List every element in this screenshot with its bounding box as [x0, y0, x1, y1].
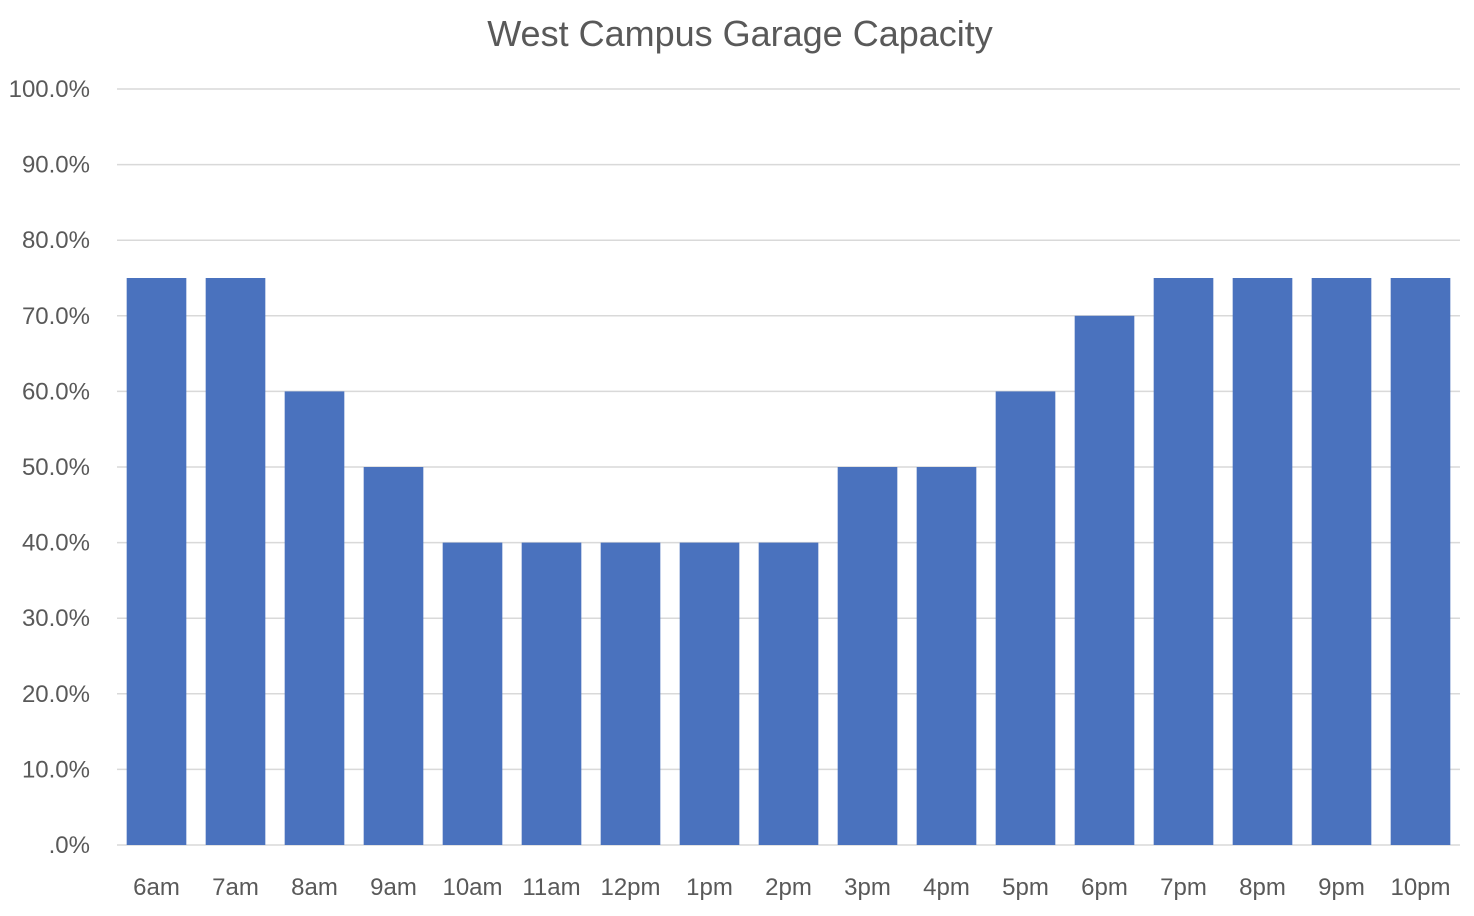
y-tick-label: 60.0%	[22, 378, 90, 405]
bars	[126, 278, 1451, 845]
x-tick-label: 3pm	[844, 874, 891, 901]
y-tick-label: 70.0%	[22, 303, 90, 330]
x-tick-label: 12pm	[600, 874, 660, 901]
x-tick-label: 9pm	[1318, 874, 1365, 901]
bar-5pm	[995, 391, 1056, 845]
bar-3pm	[837, 467, 898, 845]
bar-10pm	[1390, 278, 1451, 845]
y-tick-label: 40.0%	[22, 530, 90, 557]
bar-1pm	[679, 542, 740, 845]
bar-11am	[521, 542, 582, 845]
bar-2pm	[758, 542, 819, 845]
x-tick-label: 9am	[370, 874, 417, 901]
bar-6pm	[1074, 315, 1135, 845]
y-tick-label: 90.0%	[22, 152, 90, 179]
bar-7am	[205, 278, 266, 845]
x-tick-label: 7am	[212, 874, 259, 901]
bar-12pm	[600, 542, 661, 845]
x-tick-label: 2pm	[765, 874, 812, 901]
y-tick-label: 10.0%	[22, 756, 90, 783]
bar-7pm	[1153, 278, 1214, 845]
x-tick-label: 11am	[522, 874, 580, 901]
x-tick-label: 7pm	[1160, 874, 1207, 901]
bar-6am	[126, 278, 187, 845]
x-tick-label: 10pm	[1390, 874, 1450, 901]
y-tick-label: .0%	[49, 832, 90, 859]
y-axis-labels: .0% 10.0% 20.0% 30.0% 40.0% 50.0% 60.0% 70.0% 80…	[9, 76, 90, 859]
y-tick-label: 100.0%	[9, 76, 90, 103]
bar-10am	[442, 542, 503, 845]
bar-9pm	[1311, 278, 1372, 845]
x-tick-label: 10am	[442, 874, 502, 901]
x-tick-label: 6pm	[1081, 874, 1128, 901]
bar-4pm	[916, 467, 977, 845]
bar-9am	[363, 467, 424, 845]
bar-8am	[284, 391, 345, 845]
y-tick-label: 50.0%	[22, 454, 90, 481]
x-tick-label: 6am	[133, 874, 180, 901]
x-tick-label: 8pm	[1239, 874, 1286, 901]
bar-8pm	[1232, 278, 1293, 845]
x-tick-label: 4pm	[923, 874, 970, 901]
y-tick-label: 20.0%	[22, 681, 90, 708]
y-tick-label: 80.0%	[22, 227, 90, 254]
y-tick-label: 30.0%	[22, 605, 90, 632]
x-axis-labels: 6am 7am 8am 9am 10am 11am 12pm 1pm 2pm 3pm 4pm 5pm 6…	[133, 874, 1450, 901]
x-tick-label: 8am	[291, 874, 338, 901]
chart-title: West Campus Garage Capacity	[487, 13, 993, 54]
x-tick-label: 5pm	[1002, 874, 1049, 901]
x-tick-label: 1pm	[686, 874, 733, 901]
